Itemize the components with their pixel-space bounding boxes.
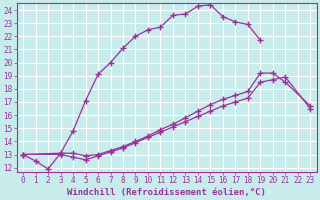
X-axis label: Windchill (Refroidissement éolien,°C): Windchill (Refroidissement éolien,°C) [67,188,266,197]
